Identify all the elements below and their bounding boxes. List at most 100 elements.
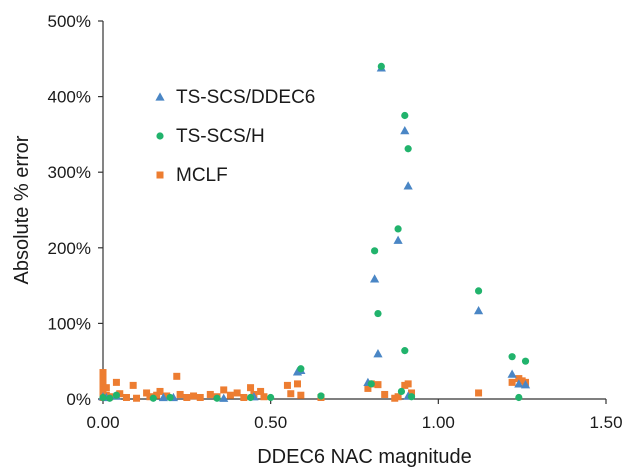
data-point xyxy=(403,181,413,190)
data-point xyxy=(381,390,389,398)
data-point xyxy=(196,393,204,401)
x-axis-title: DDEC6 NAC magnitude xyxy=(257,446,472,468)
legend-marker xyxy=(156,132,164,140)
legend-marker xyxy=(156,171,164,179)
data-point xyxy=(247,384,255,392)
data-point xyxy=(515,393,523,402)
data-point xyxy=(149,394,157,402)
data-point xyxy=(122,393,130,401)
data-point xyxy=(404,145,412,153)
data-point xyxy=(143,389,151,397)
data-point xyxy=(112,378,120,386)
data-point xyxy=(163,392,171,400)
data-point xyxy=(401,347,409,355)
data-point xyxy=(240,393,248,401)
data-point xyxy=(317,392,325,400)
data-point xyxy=(233,389,241,397)
data-point xyxy=(401,111,409,120)
data-point xyxy=(219,393,229,402)
data-point xyxy=(99,369,107,377)
data-point xyxy=(520,380,531,389)
data-point xyxy=(407,393,416,401)
data-point xyxy=(99,374,107,382)
data-point xyxy=(158,392,168,402)
x-tick-label: 1.00 xyxy=(422,413,455,432)
data-point xyxy=(297,365,305,373)
data-point xyxy=(102,384,110,392)
data-point xyxy=(156,387,164,395)
data-point xyxy=(404,380,412,388)
data-point xyxy=(112,391,121,399)
data-point xyxy=(220,386,228,394)
data-point xyxy=(173,372,181,380)
legend-marker xyxy=(155,92,165,101)
y-tick-label: 100% xyxy=(48,314,91,333)
x-axis-ticks: 0.00 0.50 1.00 1.50 xyxy=(86,399,623,432)
data-point xyxy=(190,392,198,400)
data-point xyxy=(408,389,416,397)
data-point xyxy=(260,393,268,401)
data-point xyxy=(374,381,382,389)
data-point xyxy=(246,393,255,402)
data-point xyxy=(166,393,174,402)
axes xyxy=(102,21,606,400)
data-point xyxy=(508,378,516,386)
data-point xyxy=(377,62,385,70)
y-tick-label: 300% xyxy=(48,163,91,182)
data-point xyxy=(176,390,184,398)
data-point xyxy=(394,393,402,401)
legend-label: MCLF xyxy=(176,165,228,186)
data-point xyxy=(257,387,265,395)
data-point xyxy=(473,305,484,315)
data-point xyxy=(99,393,107,402)
data-point xyxy=(374,309,382,318)
data-point xyxy=(393,235,403,244)
legend-label: TS-SCS/DDEC6 xyxy=(176,87,315,108)
y-tick-label: 0% xyxy=(66,390,91,409)
x-tick-label: 1.50 xyxy=(589,413,622,432)
data-point xyxy=(226,391,234,399)
data-point xyxy=(400,126,410,135)
data-point xyxy=(364,384,372,392)
data-point xyxy=(373,349,383,358)
data-point xyxy=(474,287,483,295)
data-point xyxy=(367,380,375,388)
data-point xyxy=(183,393,191,401)
y-tick-label: 200% xyxy=(48,239,91,258)
series-ts-scs-h xyxy=(99,62,530,402)
y-axis-title: Absolute % error xyxy=(11,135,33,284)
data-point xyxy=(106,394,114,402)
data-point xyxy=(394,225,402,233)
data-point xyxy=(129,381,137,389)
data-point xyxy=(475,389,483,397)
data-points xyxy=(98,62,531,402)
data-point xyxy=(213,394,221,402)
data-point xyxy=(508,353,516,361)
data-point xyxy=(521,357,530,365)
y-tick-label: 500% xyxy=(48,12,91,31)
y-tick-label: 400% xyxy=(48,88,91,107)
legend: TS-SCS/DDEC6 TS-SCS/H MCLF xyxy=(155,87,315,186)
data-point xyxy=(133,394,141,402)
data-point xyxy=(371,247,379,255)
data-point xyxy=(116,390,124,398)
data-point xyxy=(146,393,154,401)
data-point xyxy=(267,393,275,402)
data-point xyxy=(287,390,295,398)
data-point xyxy=(283,381,291,389)
data-point xyxy=(507,369,517,378)
series-ts-scs-ddec6 xyxy=(98,63,531,402)
data-point xyxy=(206,390,214,398)
data-point xyxy=(153,391,161,399)
legend-label: TS-SCS/H xyxy=(176,126,265,147)
y-axis-ticks: 0% 100% 200% 300% 400% 500% xyxy=(48,12,103,409)
data-point xyxy=(397,387,406,396)
x-tick-label: 0.50 xyxy=(254,413,287,432)
data-point xyxy=(370,274,380,283)
x-tick-label: 0.00 xyxy=(86,413,119,432)
data-point xyxy=(293,380,301,388)
data-point xyxy=(297,391,305,399)
data-point xyxy=(99,380,107,388)
